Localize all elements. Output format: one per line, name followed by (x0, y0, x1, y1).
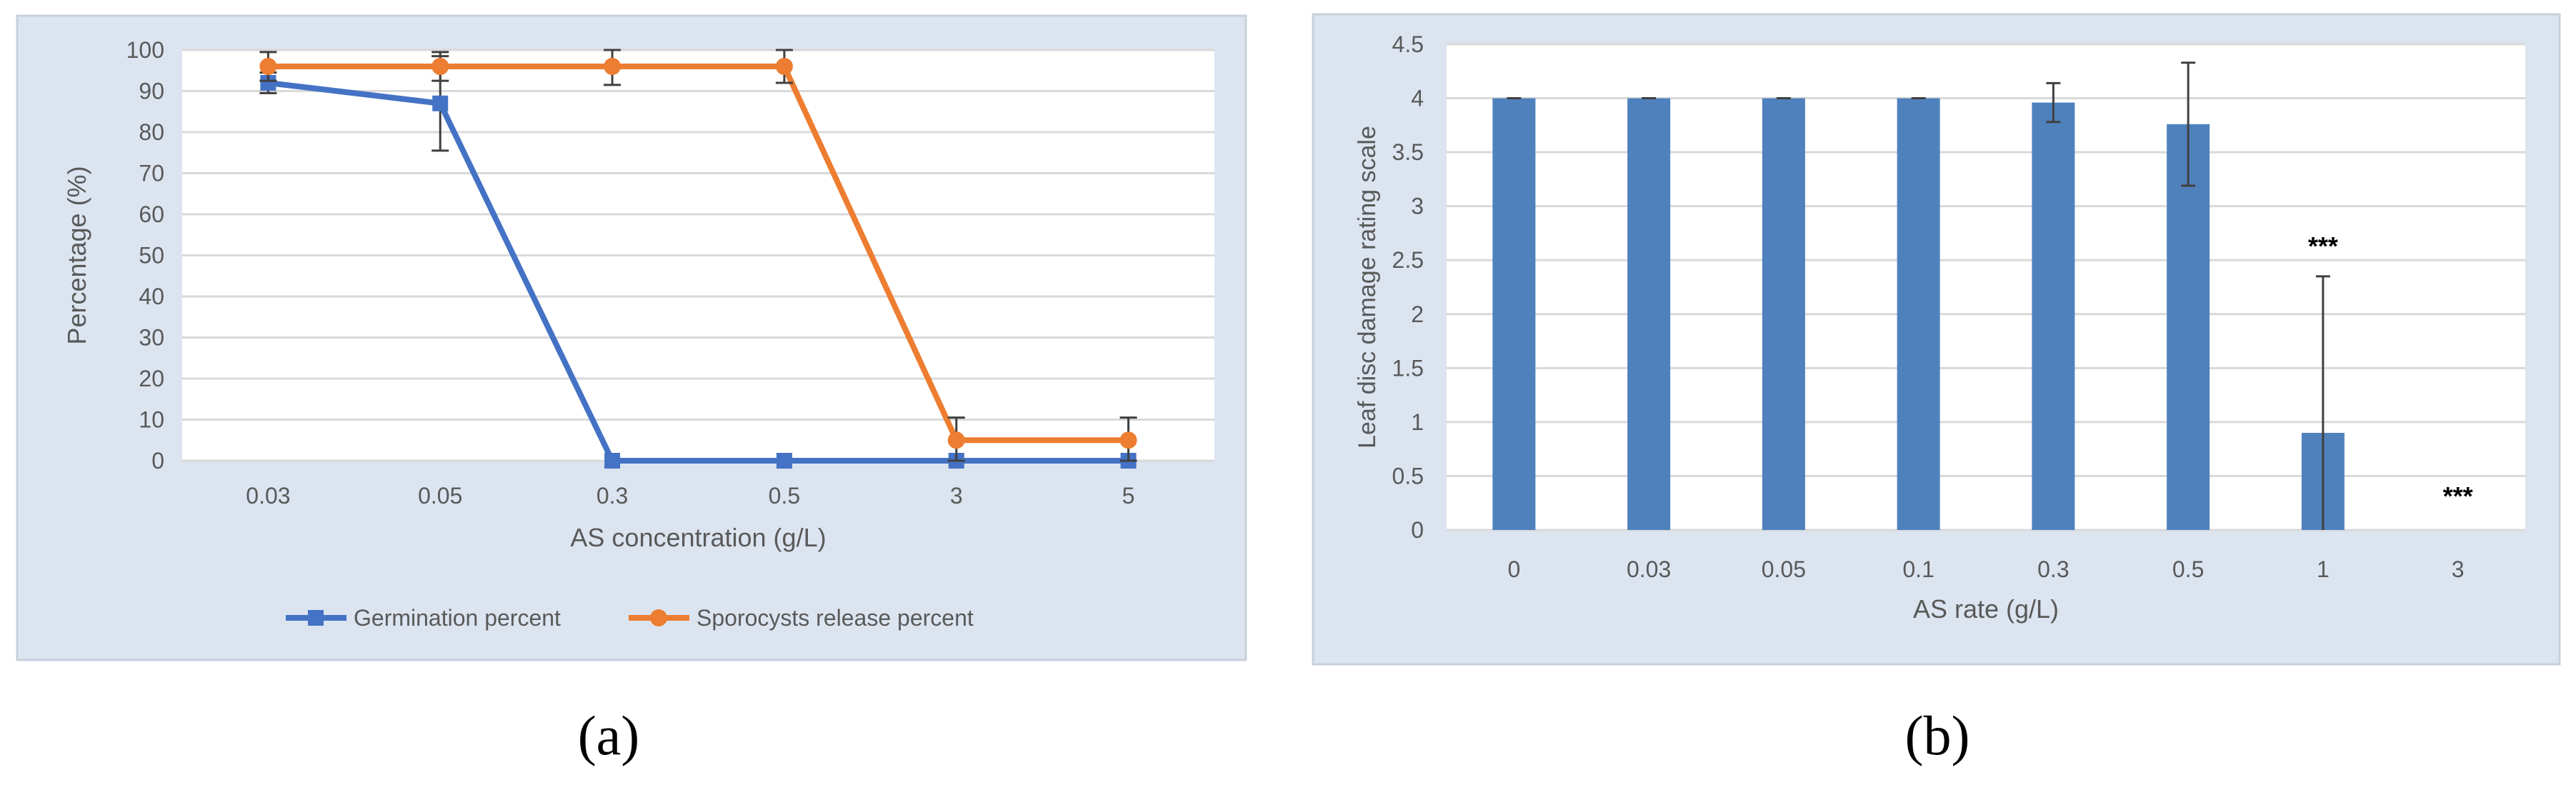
data-point (947, 431, 965, 449)
y-tick-label: 50 (139, 243, 164, 269)
y-tick-label: 4 (1411, 86, 1424, 111)
x-tick-label: 0.05 (1762, 556, 1806, 582)
legend-label-germination: Germination percent (354, 605, 561, 631)
y-tick-label: 90 (139, 79, 164, 104)
data-point (775, 58, 793, 75)
y-tick-label: 2.5 (1392, 247, 1424, 273)
data-point (604, 58, 621, 75)
y-tick-label: 30 (139, 325, 164, 351)
legend-marker-germination (308, 610, 324, 626)
caption-a: (a) (577, 704, 640, 766)
y-tick-label: 0 (1411, 517, 1424, 543)
x-tick-label: 0.05 (418, 483, 462, 509)
y-tick-label: 80 (139, 119, 164, 145)
data-point (604, 453, 621, 469)
x-tick-label: 5 (1122, 483, 1135, 509)
x-tick-label: 0.5 (2172, 556, 2204, 582)
y-tick-label: 3.5 (1392, 139, 1424, 165)
bar (1897, 98, 1940, 531)
legend-label-sporocysts: Sporocysts release percent (697, 605, 974, 631)
bar (1492, 98, 1536, 531)
y-tick-label: 2 (1411, 301, 1424, 327)
y-axis-label: Percentage (%) (62, 166, 91, 344)
y-tick-label: 20 (139, 366, 164, 391)
data-point (259, 58, 277, 75)
x-axis-label: AS rate (g/L) (1913, 594, 2059, 624)
x-tick-label: 1 (2317, 556, 2330, 582)
y-tick-label: 70 (139, 161, 164, 186)
y-tick-label: 0 (151, 448, 164, 474)
y-tick-label: 3 (1411, 194, 1424, 219)
series-line-sporocysts (268, 64, 1129, 444)
significance-annotation: *** (2443, 481, 2473, 511)
x-tick-label: 0.3 (2037, 556, 2069, 582)
y-tick-label: 60 (139, 201, 164, 227)
y-tick-label: 0.5 (1392, 463, 1424, 489)
chart-b: 0 0.5 1 1.5 2 2.5 3 3.5 4 4.5 *** *** 0 0.03 0.05 0.1 0.… (1312, 13, 2561, 666)
panel-b: 0 0.5 1 1.5 2 2.5 3 3.5 4 4.5 *** *** 0 0.03 0.05 0.1 0.… (1272, 0, 2576, 686)
y-tick-label: 1 (1411, 409, 1424, 435)
bar (1762, 98, 1805, 531)
x-tick-label: 3 (950, 483, 963, 509)
bar (2032, 102, 2075, 531)
panel-a: 0 10 20 30 40 50 60 70 80 90 100 0.03 0.05 0.3 0.5 3 5 AS… (0, 0, 1272, 686)
bar (2167, 124, 2210, 531)
data-point (260, 75, 276, 91)
legend-marker-sporocysts (650, 609, 667, 626)
x-tick-label: 0.03 (1627, 556, 1671, 582)
chart-b-plot-area (1447, 44, 2525, 530)
y-axis-label: Leaf disc damage rating scale (1354, 126, 1381, 449)
x-tick-label: 3 (2452, 556, 2465, 582)
x-axis-label: AS concentration (g/L) (570, 523, 826, 552)
x-tick-label: 0 (1507, 556, 1520, 582)
y-tick-label: 4.5 (1392, 31, 1424, 57)
data-point (1119, 431, 1137, 449)
x-tick-label: 0.5 (769, 483, 800, 509)
series-line-germination (267, 80, 1129, 464)
significance-annotation: *** (2308, 231, 2338, 261)
chart-a: 0 10 20 30 40 50 60 70 80 90 100 0.03 0.05 0.3 0.5 3 5 AS… (16, 14, 1247, 661)
caption-b: (b) (1904, 704, 1970, 766)
y-tick-label: 1.5 (1392, 355, 1424, 381)
y-tick-label: 40 (139, 284, 164, 309)
data-point (432, 95, 449, 111)
y-tick-label: 10 (139, 407, 164, 433)
x-tick-label: 0.03 (246, 483, 290, 509)
x-tick-label: 0.3 (596, 483, 628, 509)
x-tick-label: 0.1 (1902, 556, 1934, 582)
data-point (431, 58, 449, 75)
bar (1627, 98, 1671, 531)
data-point (776, 453, 792, 469)
y-tick-label: 100 (126, 37, 164, 63)
